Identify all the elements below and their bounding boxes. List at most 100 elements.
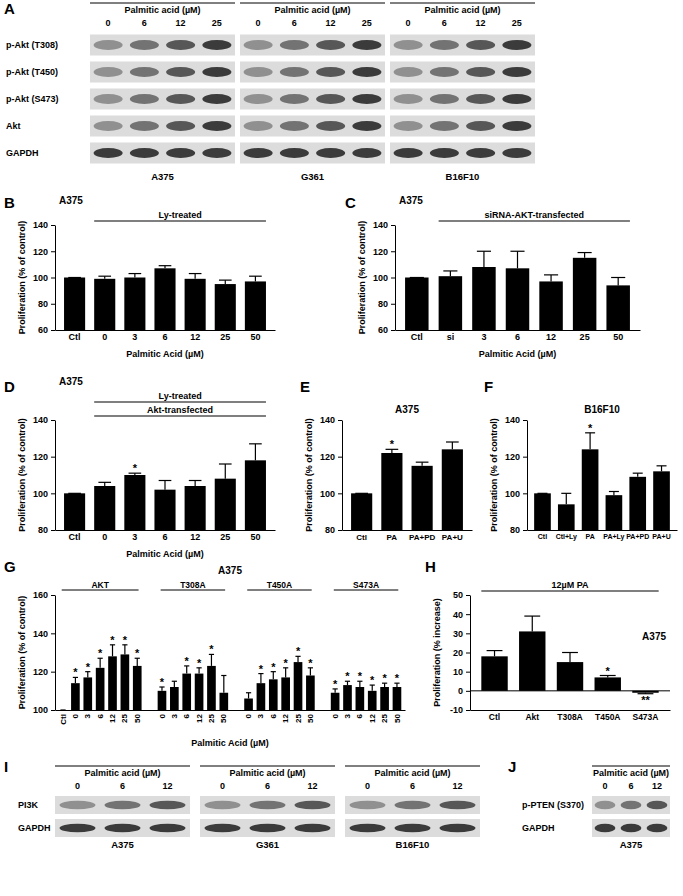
y-tick-label: 120 (373, 247, 388, 257)
figure: B6080100120140Ctl036122550Ly-treatedA375… (0, 0, 683, 896)
x-tick-label: 6 (162, 332, 167, 342)
x-tick-label: 6 (515, 332, 520, 342)
x-tick-label: 6 (96, 713, 105, 718)
group-underline (334, 590, 398, 591)
significance: * (259, 663, 264, 675)
x-tick-label: 12 (190, 332, 200, 342)
y-axis-title: Proliferation (% of control) (357, 221, 367, 335)
y-tick: 60 (38, 325, 55, 335)
blot-band (280, 67, 309, 77)
x-tick: Ctl (59, 714, 68, 725)
error-bar (416, 462, 429, 466)
x-tick-label: 50 (613, 332, 623, 342)
blot-band (105, 824, 141, 833)
blot-header: Palmitic acid (µM) (274, 5, 350, 15)
dose-label: 0 (602, 781, 607, 791)
error-bar-stem (195, 274, 196, 279)
y-tick-mark (391, 225, 395, 226)
chart-panel: F80100120140CtlCtl+LyPAPA+LyPA+PDPA+U*B1… (484, 378, 678, 541)
x-tick: 50 (250, 532, 260, 542)
significance: * (588, 422, 593, 434)
y-tick-mark (466, 691, 470, 692)
y-tick-mark (338, 493, 342, 494)
error-bar-stem (260, 674, 261, 684)
y-tick: -10 (450, 705, 470, 715)
error-bar-stem (661, 466, 662, 472)
y-tick-mark (391, 251, 395, 252)
error-bar (98, 482, 111, 486)
x-axis: Ctlsi36122550 (396, 331, 641, 343)
panel-label: E (300, 378, 310, 395)
significance: * (382, 672, 387, 684)
blot-strip (390, 116, 535, 137)
group-underline (247, 590, 311, 591)
annotation-line (94, 401, 266, 402)
error-bar (219, 464, 232, 479)
x-axis-line (528, 530, 678, 531)
bar (154, 268, 175, 330)
blot-band (647, 801, 668, 810)
error-bar-cap (219, 463, 232, 464)
error-bar (446, 442, 459, 449)
cell-line-label: A375 (620, 839, 643, 850)
bar (170, 687, 179, 710)
bar (83, 677, 92, 710)
x-tick: 12 (281, 713, 290, 722)
y-tick-label: 140 (373, 220, 388, 230)
error-bar-stem (450, 271, 451, 276)
x-tick-label: 50 (250, 332, 260, 342)
blot-band (244, 94, 273, 104)
error-bar-cap (189, 273, 202, 274)
chart-panel: B6080100120140Ctl036122550Ly-treatedA375… (4, 194, 276, 359)
plot-marks (60, 645, 401, 710)
x-axis-title: Palmitic Acid (µM) (126, 549, 203, 559)
y-axis-title: Proliferation (% of control) (17, 418, 27, 532)
dose-label: 6 (628, 781, 633, 791)
x-tick-label: 6 (182, 713, 191, 718)
panel-label: J (508, 758, 516, 775)
bar (629, 477, 646, 530)
y-tick: 140 (33, 629, 55, 639)
x-tick: 50 (219, 713, 228, 722)
y-tick: 140 (33, 415, 55, 425)
y-tick: 80 (38, 299, 55, 309)
x-tick: 12 (195, 713, 204, 722)
x-axis: Ctl036122550 (56, 531, 276, 543)
blot-band (316, 67, 345, 77)
bar (519, 631, 545, 690)
y-tick-label: 50 (453, 590, 463, 600)
error-bar-cap (657, 465, 667, 466)
y-axis-title: Proliferation (% of control) (489, 418, 499, 532)
x-tick: Ctl (411, 332, 423, 342)
blot-band (94, 94, 123, 104)
y-tick: 140 (33, 220, 55, 230)
x-tick: 0 (71, 713, 80, 718)
blot-band (621, 801, 642, 810)
error-bar (443, 271, 457, 276)
x-tick: 50 (613, 332, 623, 342)
x-tick: 25 (580, 332, 590, 342)
error-bar-stem (137, 658, 138, 666)
y-tick-mark (51, 330, 55, 331)
x-tick-label: 0 (71, 713, 80, 718)
bar (306, 676, 315, 711)
bar (154, 490, 175, 530)
blot-strip (90, 62, 235, 83)
blot-band (202, 94, 231, 104)
x-tick: 6 (162, 332, 167, 342)
blot-strip (90, 35, 235, 56)
x-tick: 6 (182, 713, 191, 718)
blot-header: Palmitic acid (µM) (374, 768, 450, 778)
significance: * (395, 672, 400, 684)
panel-label: G (4, 558, 16, 575)
error-bar (68, 493, 81, 494)
blot-band (595, 801, 616, 810)
x-tick: Ctl (69, 332, 81, 342)
error-bar-stem (255, 444, 256, 461)
error-bar (544, 275, 558, 282)
blot-strip (390, 35, 535, 56)
error-bar-cap (578, 252, 592, 253)
error-bar-stem (211, 654, 212, 666)
blot-band (502, 121, 531, 131)
bar (606, 285, 629, 330)
